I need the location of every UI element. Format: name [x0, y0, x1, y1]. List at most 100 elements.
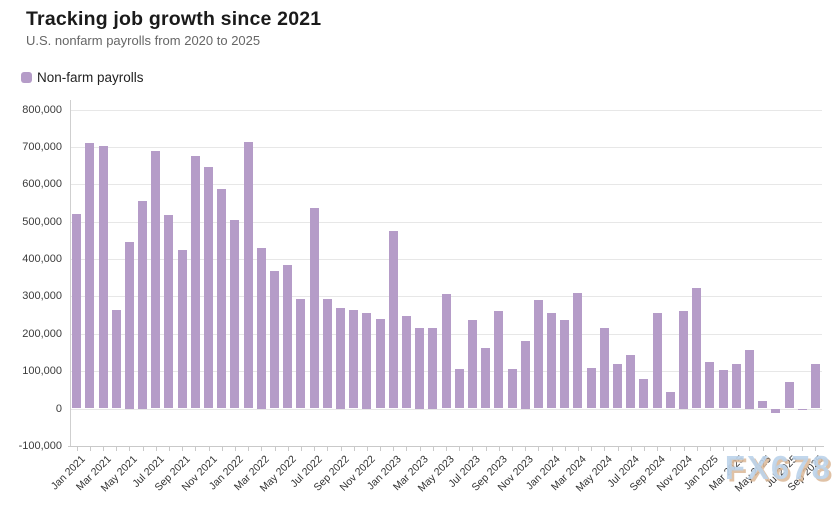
bar[interactable]: [309, 207, 319, 409]
bar[interactable]: [124, 241, 134, 409]
x-axis-tick: [551, 446, 553, 451]
x-axis-tick: [446, 446, 447, 451]
x-axis-tick: [234, 446, 236, 451]
bar[interactable]: [111, 310, 121, 409]
bar[interactable]: [481, 347, 491, 409]
y-axis-line: [70, 100, 71, 446]
bar[interactable]: [810, 364, 820, 409]
bar[interactable]: [705, 361, 715, 409]
bar[interactable]: [665, 392, 675, 409]
bar[interactable]: [72, 214, 82, 409]
bar[interactable]: [639, 379, 649, 409]
x-axis-tick: [604, 446, 606, 451]
gridline: [70, 408, 822, 410]
bar[interactable]: [467, 320, 477, 409]
legend-swatch-icon: [21, 72, 32, 83]
bar[interactable]: [217, 188, 227, 409]
gridline: [70, 221, 822, 223]
bar[interactable]: [599, 328, 609, 409]
bar[interactable]: [692, 287, 702, 409]
bar[interactable]: [415, 327, 425, 409]
bar[interactable]: [744, 349, 754, 409]
bar[interactable]: [626, 354, 636, 409]
bar[interactable]: [784, 381, 794, 409]
x-axis-tick: [749, 446, 751, 451]
y-tick-label: 700,000: [22, 141, 62, 153]
bar[interactable]: [230, 220, 240, 409]
x-axis-tick: [683, 446, 685, 451]
x-axis-tick: [432, 446, 434, 451]
x-axis-tick: [142, 446, 144, 451]
bar[interactable]: [296, 299, 306, 409]
x-axis-tick: [498, 446, 500, 451]
bar[interactable]: [85, 143, 95, 409]
bar[interactable]: [586, 368, 596, 409]
bar[interactable]: [533, 300, 543, 409]
x-axis-tick: [617, 446, 619, 451]
bar[interactable]: [190, 155, 200, 409]
bar[interactable]: [388, 231, 398, 409]
y-tick-label: 800,000: [22, 103, 62, 116]
bar[interactable]: [375, 318, 385, 409]
gridline: [70, 259, 822, 261]
x-axis-tick: [512, 446, 513, 451]
x-axis-tick: [525, 446, 527, 451]
bar[interactable]: [613, 364, 622, 409]
x-axis-tick: [670, 446, 672, 451]
bar[interactable]: [718, 370, 728, 409]
x-axis-tick: [591, 446, 593, 451]
bar[interactable]: [401, 315, 411, 409]
bar[interactable]: [138, 200, 148, 409]
x-axis-tick: [538, 446, 540, 451]
bar[interactable]: [283, 265, 293, 409]
x-axis-tick: [155, 446, 157, 451]
bar[interactable]: [256, 247, 266, 409]
bar[interactable]: [573, 292, 583, 409]
x-axis-tick: [630, 446, 632, 451]
x-axis-tick: [366, 446, 368, 451]
x-axis-tick: [287, 446, 289, 451]
x-axis-tick: [340, 446, 342, 451]
bar[interactable]: [771, 408, 781, 414]
x-axis-tick: [419, 446, 421, 451]
bar[interactable]: [270, 271, 279, 409]
x-axis-tick: [406, 446, 408, 451]
bar[interactable]: [679, 311, 688, 409]
bar[interactable]: [349, 310, 359, 409]
bar[interactable]: [362, 312, 372, 409]
bar[interactable]: [758, 401, 768, 409]
bar[interactable]: [164, 215, 174, 409]
y-tick-label: 0: [55, 402, 62, 415]
bar[interactable]: [520, 340, 530, 409]
bar[interactable]: [560, 320, 570, 409]
bar[interactable]: [441, 294, 451, 409]
x-axis-tick: [221, 446, 223, 451]
bar[interactable]: [98, 145, 108, 409]
y-tick-label: -100,000: [18, 439, 62, 452]
x-axis-tick: [802, 446, 804, 451]
bar[interactable]: [494, 310, 504, 409]
bar[interactable]: [204, 166, 213, 409]
bar[interactable]: [151, 151, 161, 409]
x-axis-tick: [89, 446, 91, 451]
bar[interactable]: [652, 313, 662, 409]
y-tick-label: 300,000: [22, 290, 62, 303]
x-axis-tick: [775, 446, 777, 451]
bar[interactable]: [177, 250, 187, 409]
bar[interactable]: [243, 141, 253, 409]
x-axis-tick: [76, 446, 78, 451]
x-axis-tick: [762, 446, 764, 451]
legend-label: Non-farm payrolls: [37, 70, 144, 85]
x-axis-tick: [300, 446, 302, 451]
bar[interactable]: [797, 408, 807, 410]
bar[interactable]: [547, 312, 556, 409]
bar[interactable]: [428, 327, 438, 409]
bar[interactable]: [454, 369, 464, 409]
bar[interactable]: [322, 299, 332, 409]
legend[interactable]: Non-farm payrolls: [21, 70, 144, 85]
bar[interactable]: [336, 308, 345, 409]
bar[interactable]: [731, 363, 741, 409]
bar[interactable]: [507, 369, 517, 409]
